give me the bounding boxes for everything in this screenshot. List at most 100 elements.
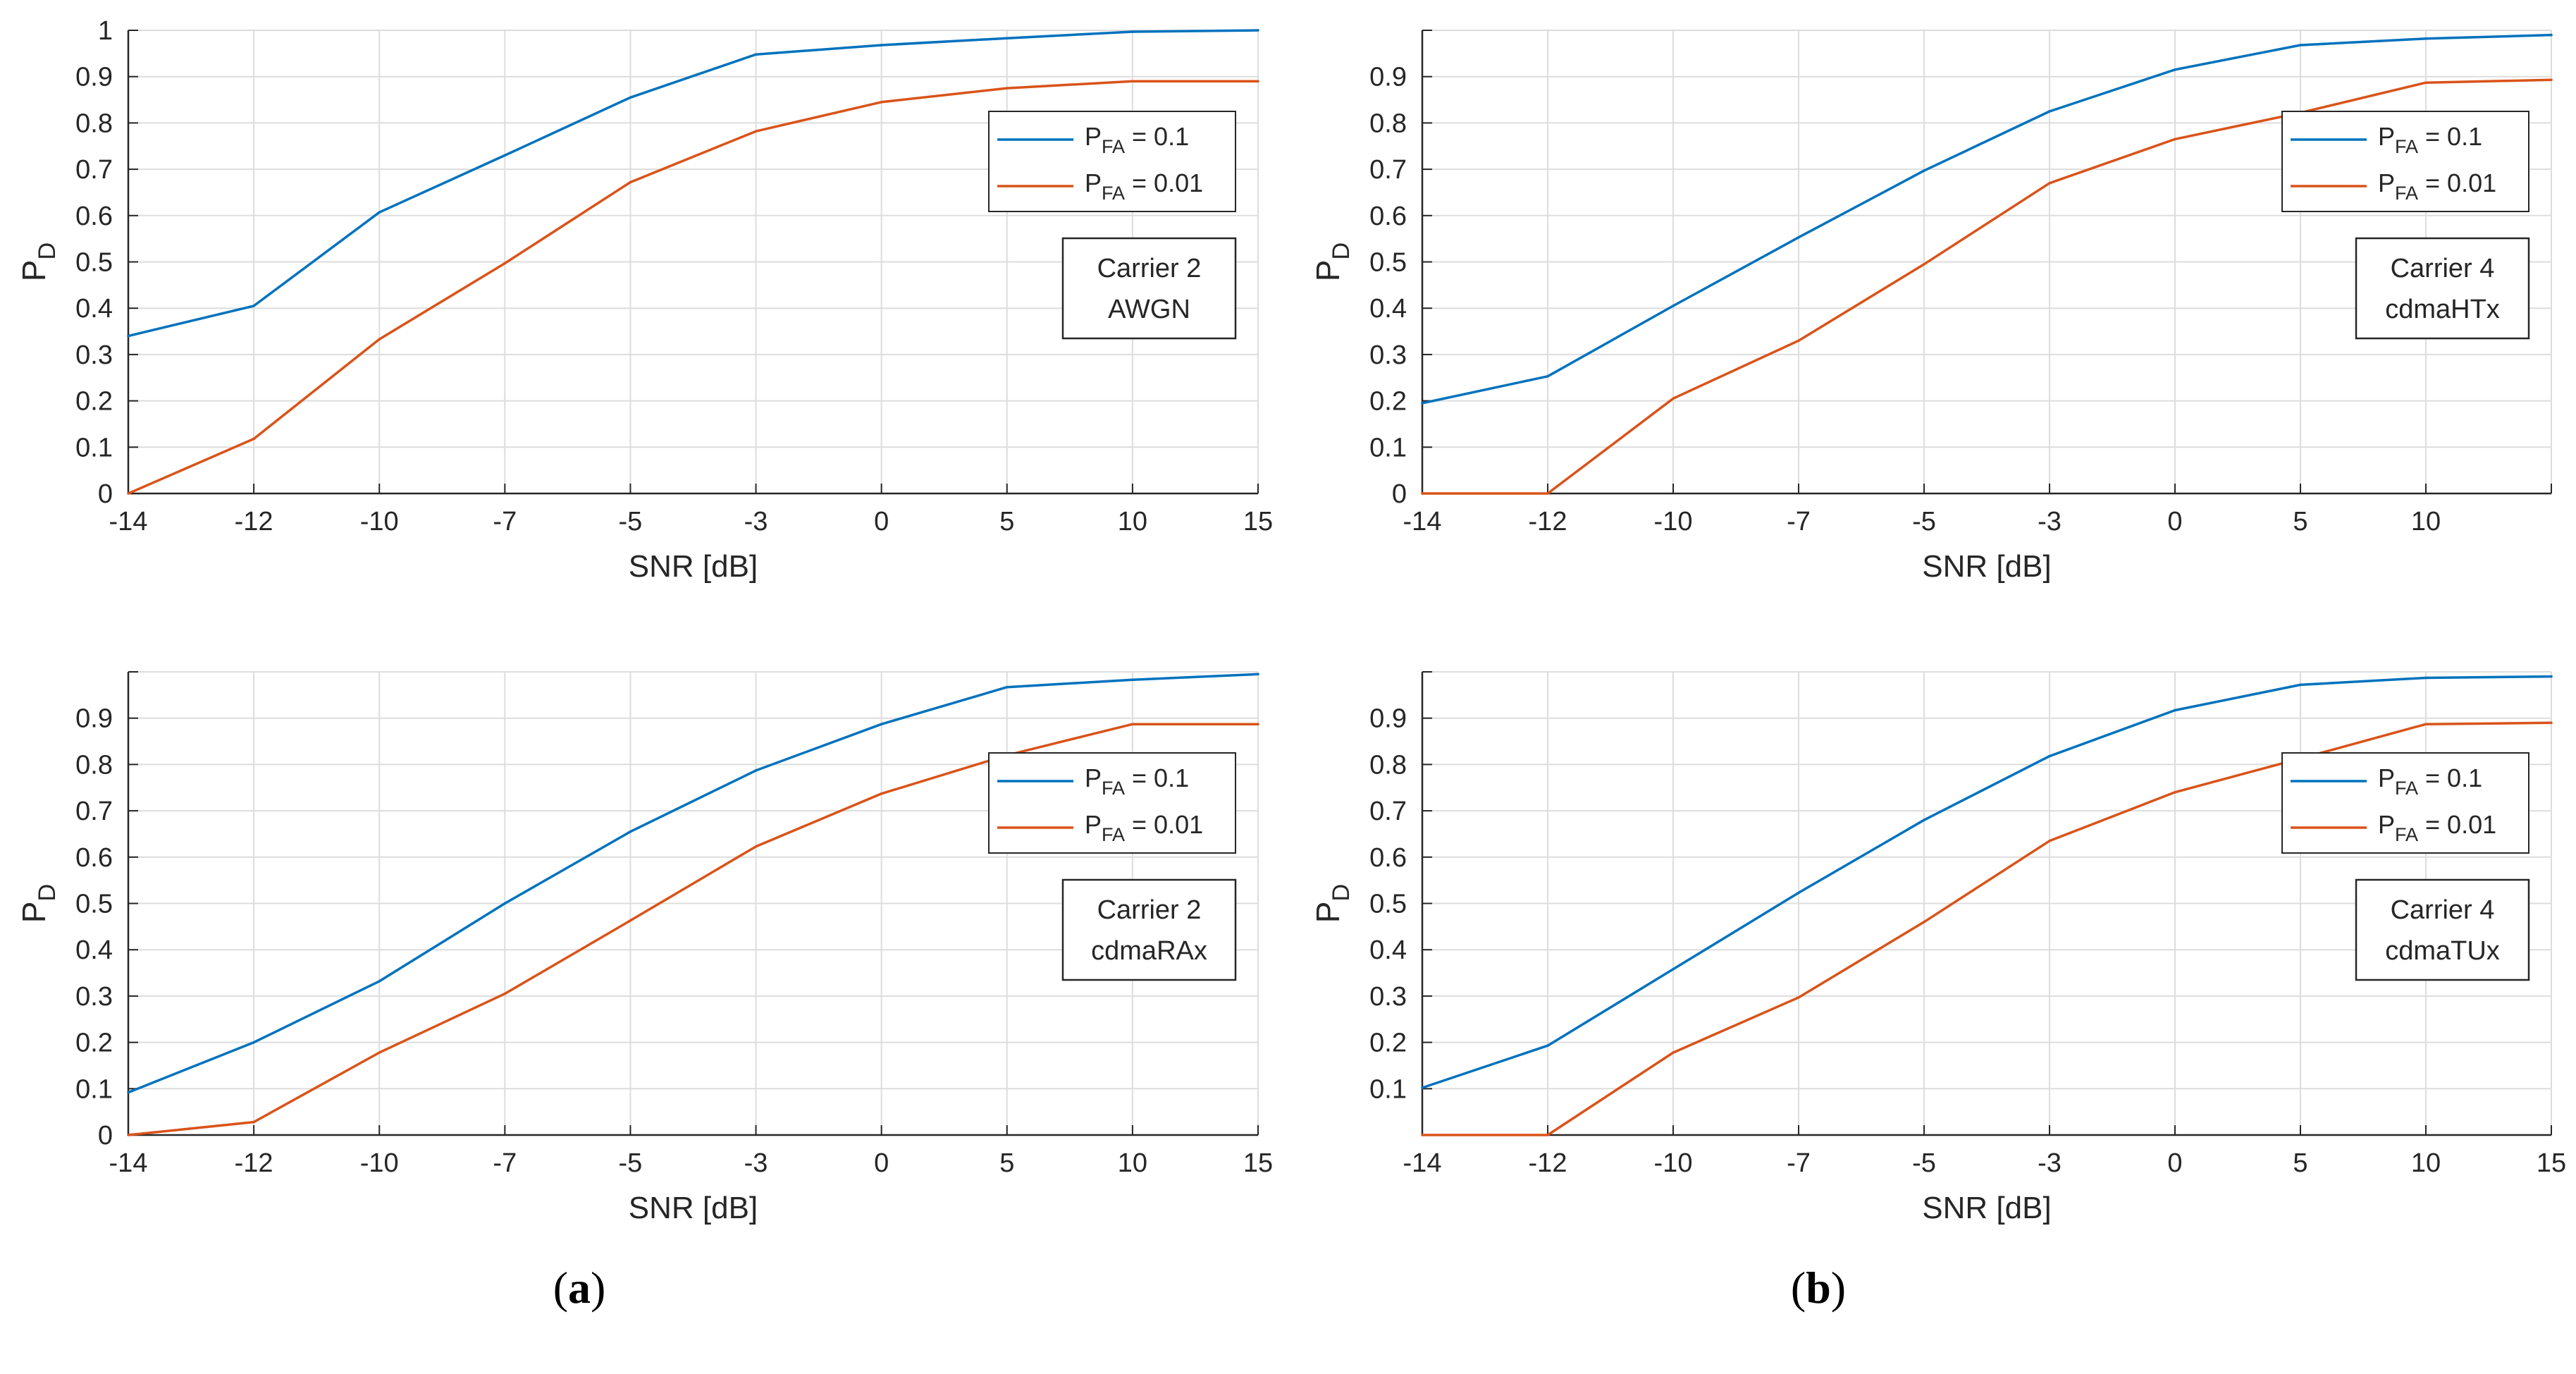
legend-label: PFA = 0.1: [2378, 763, 2482, 799]
x-tick-label: -10: [360, 1148, 399, 1178]
x-tick-label: 15: [1243, 507, 1273, 536]
data-point: [1131, 80, 1134, 83]
data-point: [1257, 80, 1259, 83]
data-point: [2424, 676, 2427, 680]
x-tick-label: -12: [1529, 507, 1567, 536]
data-point: [754, 845, 758, 848]
data-point: [503, 154, 507, 157]
data-point: [1672, 397, 1675, 400]
data-point: [127, 334, 130, 338]
data-point: [629, 180, 632, 184]
data-point: [503, 262, 507, 265]
data-point: [1797, 891, 1800, 895]
annotation-text: Carrier 4: [2391, 254, 2495, 283]
y-tick-label: 0.5: [75, 890, 113, 919]
data-point: [2048, 182, 2051, 185]
legend-label: PFA = 0.01: [2378, 168, 2496, 204]
data-point: [880, 792, 883, 795]
data-point: [2550, 721, 2553, 725]
x-tick-label: -10: [360, 507, 399, 536]
x-tick-label: -12: [1529, 1148, 1567, 1178]
data-point: [2174, 709, 2176, 712]
data-point: [1672, 967, 1675, 971]
y-tick-label: 0.3: [75, 341, 113, 370]
x-tick-label: -5: [619, 1148, 643, 1178]
data-point: [503, 992, 507, 995]
legend-label: PFA = 0.01: [1085, 168, 1203, 204]
data-point: [1131, 723, 1134, 726]
data-point: [754, 769, 758, 772]
data-point: [1421, 402, 1424, 405]
data-point: [252, 437, 255, 441]
x-tick-label: -12: [235, 507, 273, 536]
data-point: [127, 492, 130, 495]
x-tick-label: -10: [1654, 1148, 1693, 1178]
legend-box: [988, 111, 1236, 212]
legend-label: PFA = 0.1: [2378, 122, 2482, 157]
x-tick-label: 15: [1243, 1148, 1273, 1178]
data-point: [2048, 754, 2051, 758]
y-tick-label: 0.9: [75, 704, 113, 734]
annotation-text: cdmaHTx: [2385, 295, 2500, 324]
data-point: [252, 1120, 255, 1124]
series-line-1: [1422, 33, 2552, 405]
data-point: [1923, 920, 1925, 924]
legend-label: PFA = 0.01: [1085, 810, 1203, 845]
series-line-2: [128, 80, 1258, 495]
y-tick-label: 0.1: [1369, 1074, 1407, 1104]
x-tick-label: -3: [2038, 507, 2062, 536]
y-axis-label: PD: [16, 243, 61, 282]
x-tick-label: 10: [2411, 507, 2441, 536]
legend-box: [2281, 111, 2529, 212]
data-point: [880, 723, 883, 726]
annotation-box: [1061, 878, 1237, 981]
legend-label: PFA = 0.01: [2378, 810, 2496, 845]
x-tick-label: 0: [874, 1148, 889, 1178]
data-point: [2174, 68, 2176, 71]
data-point: [1005, 37, 1009, 39]
x-tick-label: -12: [235, 1148, 273, 1178]
y-tick-label: 0.5: [75, 248, 113, 278]
chart-4: -14 -12 -10 -7 -5 -3 0 5 10 15 0.1 0.2 0.3 0.4 0.5 0.6 0…: [1309, 671, 2566, 1225]
data-point: [378, 980, 381, 983]
annotation-text: cdmaRAx: [1091, 936, 1207, 966]
y-tick-label: 0.7: [75, 797, 113, 826]
data-point: [1421, 1134, 1424, 1136]
y-tick-label: 0.6: [1369, 843, 1407, 873]
data-point: [378, 1051, 381, 1054]
legend-box: [988, 752, 1236, 854]
data-point: [754, 130, 758, 133]
y-tick-label: 0.7: [75, 155, 113, 185]
data-point: [1257, 723, 1259, 726]
data-point: [754, 53, 758, 56]
legend-label: PFA = 0.1: [1085, 763, 1189, 799]
y-tick-label: 0.2: [1369, 1029, 1407, 1058]
data-point: [1131, 30, 1134, 33]
data-point: [2550, 675, 2553, 678]
series-line-1: [128, 673, 1259, 1094]
annotation-text: Carrier 2: [1097, 254, 1202, 283]
annotation-box: [2355, 878, 2530, 981]
x-tick-label: -7: [493, 507, 517, 536]
y-tick-label: 0.3: [1369, 341, 1407, 370]
annotation-box: [2355, 237, 2530, 340]
data-point: [252, 305, 255, 307]
y-tick-label: 0.2: [1369, 387, 1407, 417]
data-point: [1797, 996, 1800, 999]
x-tick-label: 0: [874, 507, 889, 536]
y-axis-label: PD: [1309, 884, 1355, 924]
y-tick-label: 0.7: [1369, 797, 1407, 826]
chart-3: -14 -12 -10 -7 -5 -3 0 5 10 15 0 0.1 0.2 0.3 0.4 0.5 0.6…: [16, 671, 1273, 1225]
data-point: [252, 1041, 255, 1044]
y-tick-label: 0.4: [1369, 936, 1407, 965]
chart-2: -14 -12 -10 -7 -5 -3 0 5 10 0 0.1 0.2 0.3 0.4 0.5 0.6 0.…: [1309, 30, 2553, 584]
y-tick-label: 0: [98, 1121, 113, 1151]
y-tick-label: 0.6: [75, 202, 113, 231]
data-point: [1672, 1051, 1675, 1054]
x-axis-label: SNR [dB]: [1922, 1191, 2051, 1225]
x-tick-label: 5: [2293, 507, 2307, 536]
y-tick-label: 0.9: [1369, 63, 1407, 92]
annotation-text: AWGN: [1108, 295, 1190, 324]
y-tick-label: 0.9: [75, 63, 113, 92]
